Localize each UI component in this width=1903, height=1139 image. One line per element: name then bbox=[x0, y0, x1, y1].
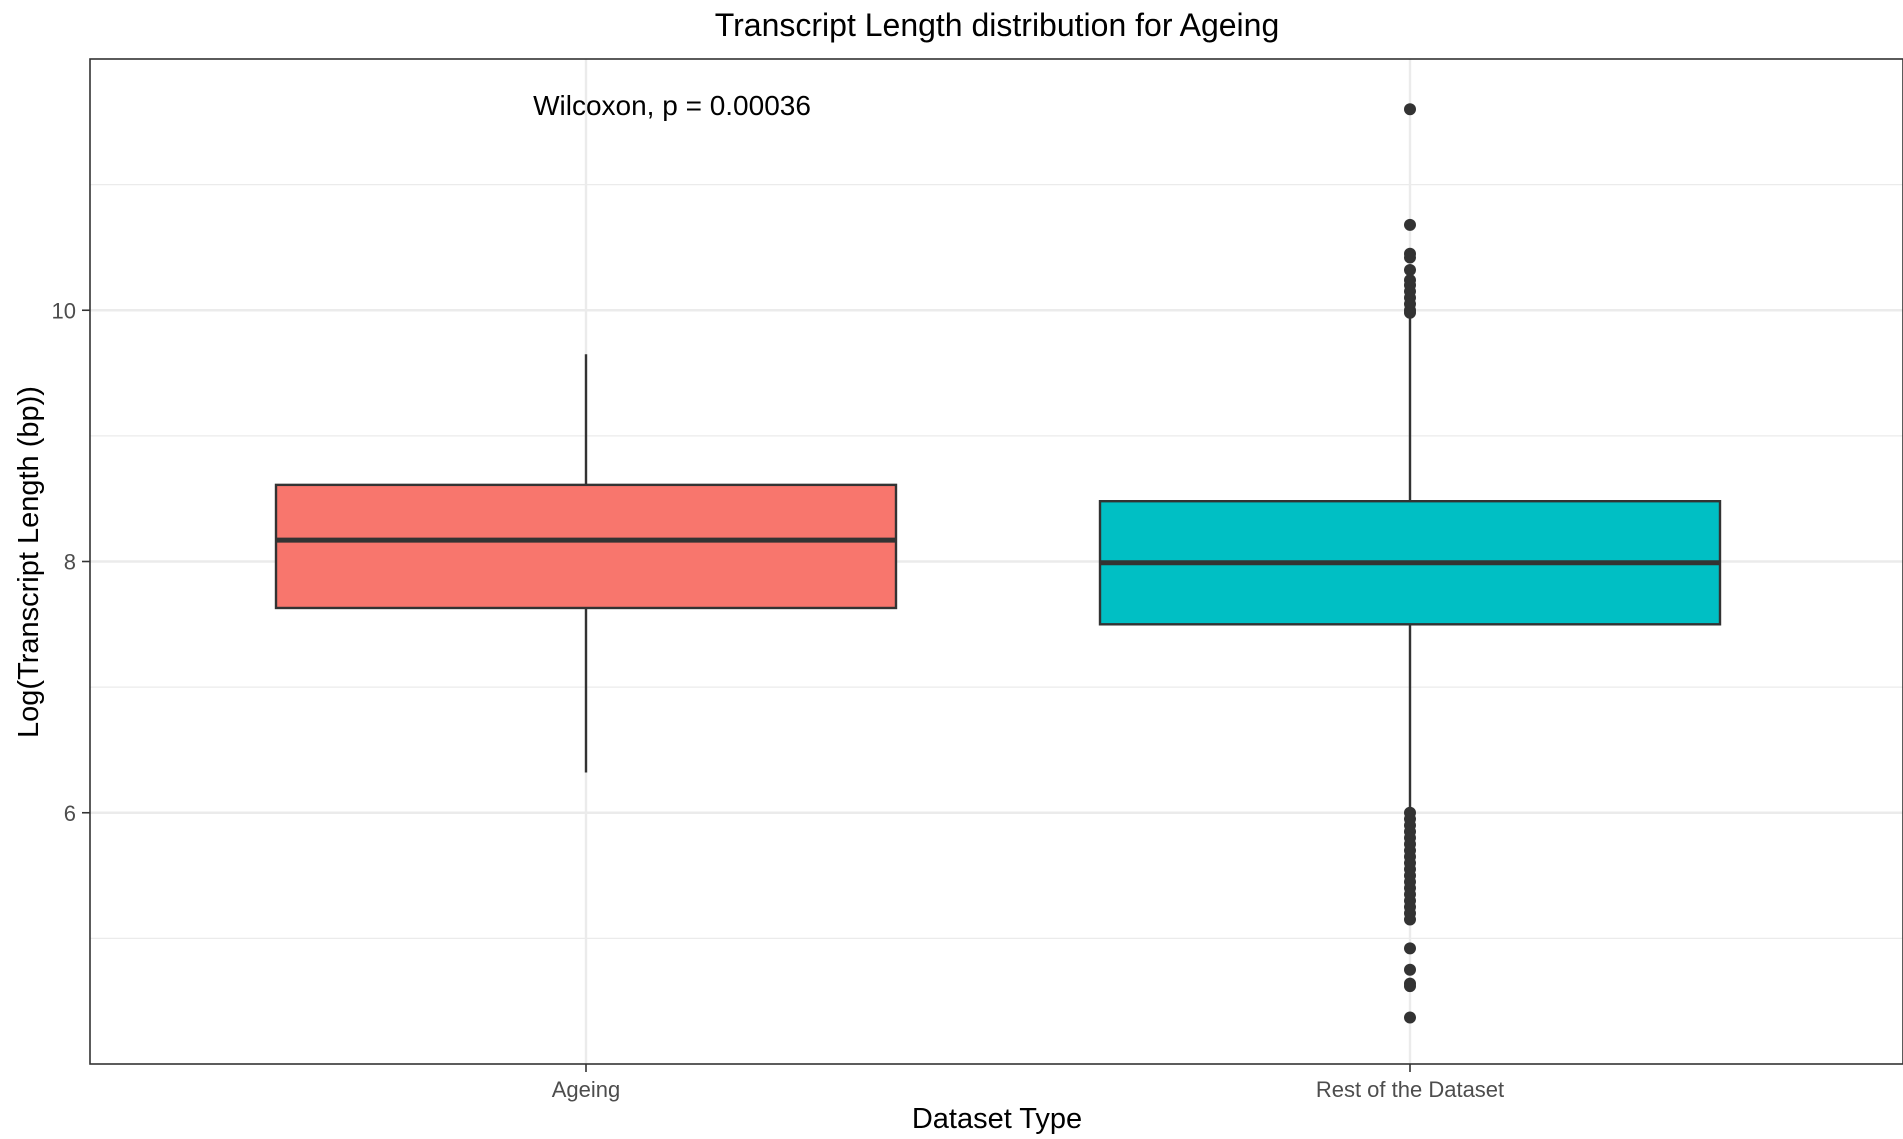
outlier-point bbox=[1404, 913, 1416, 926]
wilcoxon-annotation: Wilcoxon, p = 0.00036 bbox=[533, 90, 811, 121]
y-axis-ticks: 6 8 10 bbox=[52, 298, 90, 826]
outlier-point bbox=[1404, 103, 1416, 116]
y-tick-label: 8 bbox=[64, 550, 76, 575]
boxes bbox=[274, 315, 1722, 811]
outlier-point bbox=[1404, 306, 1416, 319]
box-ageing bbox=[274, 354, 898, 773]
outlier-point bbox=[1404, 251, 1416, 264]
outlier-point bbox=[1404, 1011, 1416, 1024]
chart-title: Transcript Length distribution for Agein… bbox=[715, 7, 1279, 43]
y-tick-label: 10 bbox=[52, 298, 76, 323]
outlier-point bbox=[1404, 942, 1416, 955]
outliers bbox=[1404, 103, 1416, 1024]
x-tick-label: Ageing bbox=[552, 1077, 621, 1102]
x-tick-label: Rest of the Dataset bbox=[1316, 1077, 1504, 1102]
x-axis-title: Dataset Type bbox=[912, 1103, 1082, 1135]
box-rest-of-dataset bbox=[1098, 315, 1722, 811]
x-axis-ticks: Ageing Rest of the Dataset bbox=[552, 1064, 1504, 1102]
outlier-point bbox=[1404, 218, 1416, 231]
iqr-box bbox=[274, 483, 898, 610]
outlier-point bbox=[1404, 963, 1416, 976]
outlier-point bbox=[1404, 980, 1416, 993]
outlier-point bbox=[1404, 264, 1416, 277]
y-tick-label: 6 bbox=[64, 801, 76, 826]
y-axis-title: Log(Transcript Length (bp)) bbox=[13, 386, 45, 738]
